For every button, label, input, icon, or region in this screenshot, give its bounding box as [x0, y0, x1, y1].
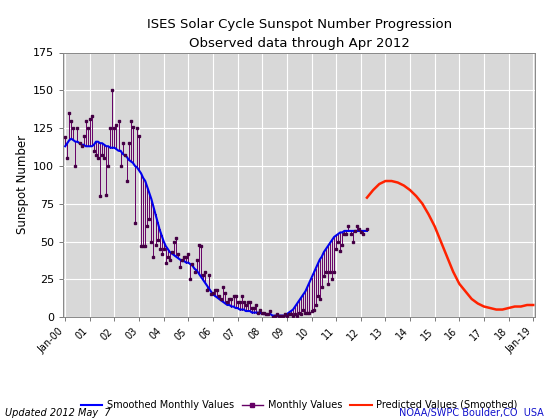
- Text: Updated 2012 May  7: Updated 2012 May 7: [5, 408, 111, 418]
- Text: NOAA/SWPC Boulder,CO  USA: NOAA/SWPC Boulder,CO USA: [399, 408, 544, 418]
- Legend: Smoothed Monthly Values, Monthly Values, Predicted Values (Smoothed): Smoothed Monthly Values, Monthly Values,…: [77, 396, 522, 414]
- Y-axis label: Sunspot Number: Sunspot Number: [16, 135, 29, 234]
- Title: ISES Solar Cycle Sunspot Number Progression
Observed data through Apr 2012: ISES Solar Cycle Sunspot Number Progress…: [147, 18, 452, 50]
